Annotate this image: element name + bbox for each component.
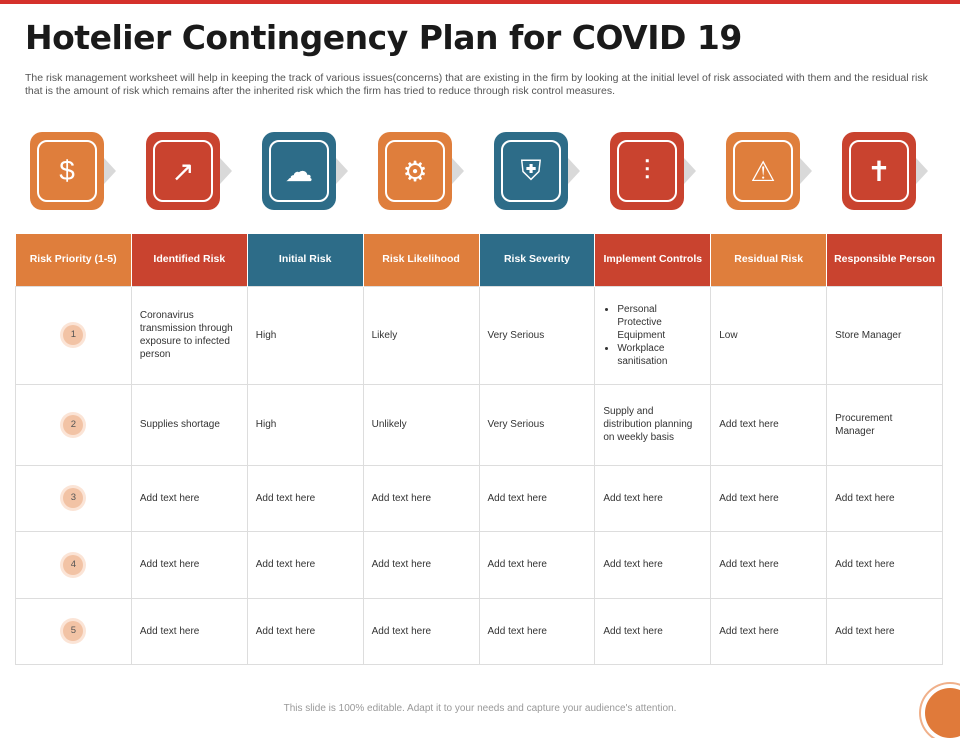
cell-priority: 5 <box>15 597 132 665</box>
cell-likelihood: Unlikely <box>362 383 480 466</box>
storm-alert-tile: ☁ <box>262 132 348 210</box>
cell-priority: 2 <box>15 383 132 466</box>
cell-severity: Add text here <box>478 464 596 532</box>
cell-initial: Add text here <box>246 597 364 665</box>
cell-person: Add text here <box>826 597 943 665</box>
cell-controls: Supply and distribution planning on week… <box>594 383 712 466</box>
cell-controls: Add text here <box>594 464 712 532</box>
priority-badge: 1 <box>63 325 84 345</box>
cell-residual: Low <box>710 285 828 385</box>
footer-note: This slide is 100% editable. Adapt it to… <box>283 703 677 714</box>
table-row: 3 Add text here Add text here Add text here… <box>15 464 943 532</box>
dollar-chart-tile: $ <box>30 132 116 210</box>
chevron-right-icon <box>452 158 464 184</box>
cell-likelihood: Add text here <box>362 530 480 599</box>
chevron-right-icon <box>916 158 928 184</box>
cell-initial: Add text here <box>246 464 364 532</box>
person-shield-tile: ⛨ <box>494 132 580 210</box>
hands-warning-tile: ⚠ <box>726 132 812 210</box>
cell-priority: 3 <box>15 464 132 532</box>
hands-warning-icon: ⚠ <box>733 140 793 202</box>
table-row: 5 Add text here Add text here Add text here… <box>15 597 943 665</box>
column-header: Responsible Person <box>826 234 943 286</box>
person-hazards-icon: ✝ <box>849 140 909 202</box>
cell-severity: Very Serious <box>478 285 596 385</box>
cell-residual: Add text here <box>710 597 828 665</box>
cell-person: Add text here <box>826 530 943 599</box>
table-row: 4 Add text here Add text here Add text here… <box>15 530 943 599</box>
cell-severity: Very Serious <box>478 383 596 466</box>
priority-badge: 3 <box>63 488 84 508</box>
cell-identified: Add text here <box>130 597 248 665</box>
cell-initial: High <box>246 285 364 385</box>
cell-person: Add text here <box>826 464 943 532</box>
chevron-right-icon <box>336 158 348 184</box>
column-header: Risk Priority (1-5) <box>15 234 132 286</box>
priority-badge: 4 <box>63 554 84 575</box>
column-header: Risk Likelihood <box>363 234 480 286</box>
priority-badge: 2 <box>63 414 84 435</box>
priority-badge: 5 <box>63 621 84 641</box>
control-item: Workplace sanitisation <box>617 342 702 368</box>
description: The risk management worksheet will help … <box>25 72 928 97</box>
risk-table: Risk Priority (1-5) Identified Risk Initia… <box>15 234 943 665</box>
cell-residual: Add text here <box>710 530 828 599</box>
column-header: Risk Severity <box>479 234 596 286</box>
cell-identified: Supplies shortage <box>130 383 248 466</box>
top-accent-bar <box>0 0 960 4</box>
cell-residual: Add text here <box>710 383 828 466</box>
table-row: 1 Coronavirus transmission through exposu… <box>15 285 943 385</box>
chevron-right-icon <box>684 158 696 184</box>
table-row: 2 Supplies shortage High Unlikely Very Serio… <box>15 383 943 466</box>
column-header: Implement Controls <box>594 234 712 286</box>
hand-controls-icon: ⫶ <box>617 140 677 202</box>
cell-controls: Personal Protective EquipmentWorkplace s… <box>594 285 712 385</box>
cell-identified: Add text here <box>130 464 248 532</box>
column-header: Residual Risk <box>710 234 828 286</box>
cell-severity: Add text here <box>478 597 596 665</box>
column-header: Initial Risk <box>247 234 364 286</box>
hand-controls-tile: ⫶ <box>610 132 696 210</box>
control-item: Personal Protective Equipment <box>617 303 702 342</box>
cell-person: Procurement Manager <box>826 383 943 466</box>
cell-identified: Coronavirus transmission through exposur… <box>130 285 248 385</box>
hand-growth-icon: ↗ <box>153 140 213 202</box>
cell-likelihood: Likely <box>362 285 480 385</box>
dollar-chart-icon: $ <box>37 140 97 202</box>
chevron-right-icon <box>800 158 812 184</box>
cell-residual: Add text here <box>710 464 828 532</box>
page-title: Hotelier Contingency Plan for COVID 19 <box>25 18 742 57</box>
chevron-right-icon <box>104 158 116 184</box>
hand-growth-tile: ↗ <box>146 132 232 210</box>
chevron-right-icon <box>568 158 580 184</box>
cell-initial: High <box>246 383 364 466</box>
cell-identified: Add text here <box>130 530 248 599</box>
cell-person: Store Manager <box>826 285 943 385</box>
cell-controls: Add text here <box>594 530 712 599</box>
chevron-right-icon <box>220 158 232 184</box>
storm-alert-icon: ☁ <box>269 140 329 202</box>
cell-severity: Add text here <box>478 530 596 599</box>
cell-likelihood: Add text here <box>362 464 480 532</box>
cell-controls: Add text here <box>594 597 712 665</box>
virus-icon <box>925 688 960 738</box>
cell-priority: 1 <box>15 285 132 385</box>
gear-question-tile: ⚙ <box>378 132 464 210</box>
column-header: Identified Risk <box>131 234 248 286</box>
cell-likelihood: Add text here <box>362 597 480 665</box>
cell-initial: Add text here <box>246 530 364 599</box>
person-hazards-tile: ✝ <box>842 132 928 210</box>
cell-priority: 4 <box>15 530 132 599</box>
person-shield-icon: ⛨ <box>501 140 561 202</box>
gear-question-icon: ⚙ <box>385 140 445 202</box>
